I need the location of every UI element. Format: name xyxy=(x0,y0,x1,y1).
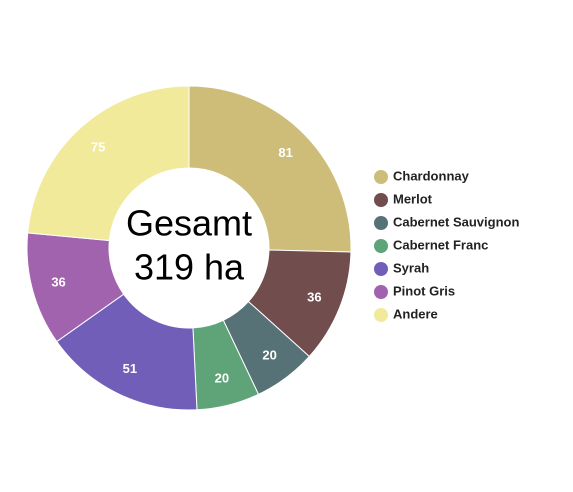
legend-label: Cabernet Sauvignon xyxy=(393,214,519,229)
center-text: Gesamt xyxy=(126,203,252,244)
legend-label: Syrah xyxy=(393,260,429,275)
value-label: 81 xyxy=(278,145,292,160)
value-label: 36 xyxy=(51,274,65,289)
legend-swatch xyxy=(374,285,388,299)
wedge xyxy=(188,85,352,253)
wedge xyxy=(56,293,198,411)
value-label: 20 xyxy=(262,348,276,363)
value-label: 20 xyxy=(215,370,229,385)
legend-label: Cabernet Franc xyxy=(393,237,488,252)
legend-label: Chardonnay xyxy=(393,168,470,183)
legend-swatch xyxy=(374,308,388,322)
legend-swatch xyxy=(374,216,388,230)
legend-swatch xyxy=(374,262,388,276)
center-text: 319 ha xyxy=(134,247,245,288)
value-label: 36 xyxy=(307,289,321,304)
legend-swatch xyxy=(374,170,388,184)
legend-label: Andere xyxy=(393,306,438,321)
wedge xyxy=(27,85,190,242)
value-label: 51 xyxy=(123,361,137,376)
legend-label: Merlot xyxy=(393,191,433,206)
legend-swatch xyxy=(374,239,388,253)
legend-label: Pinot Gris xyxy=(393,283,455,298)
value-label: 75 xyxy=(91,140,105,155)
legend-swatch xyxy=(374,193,388,207)
